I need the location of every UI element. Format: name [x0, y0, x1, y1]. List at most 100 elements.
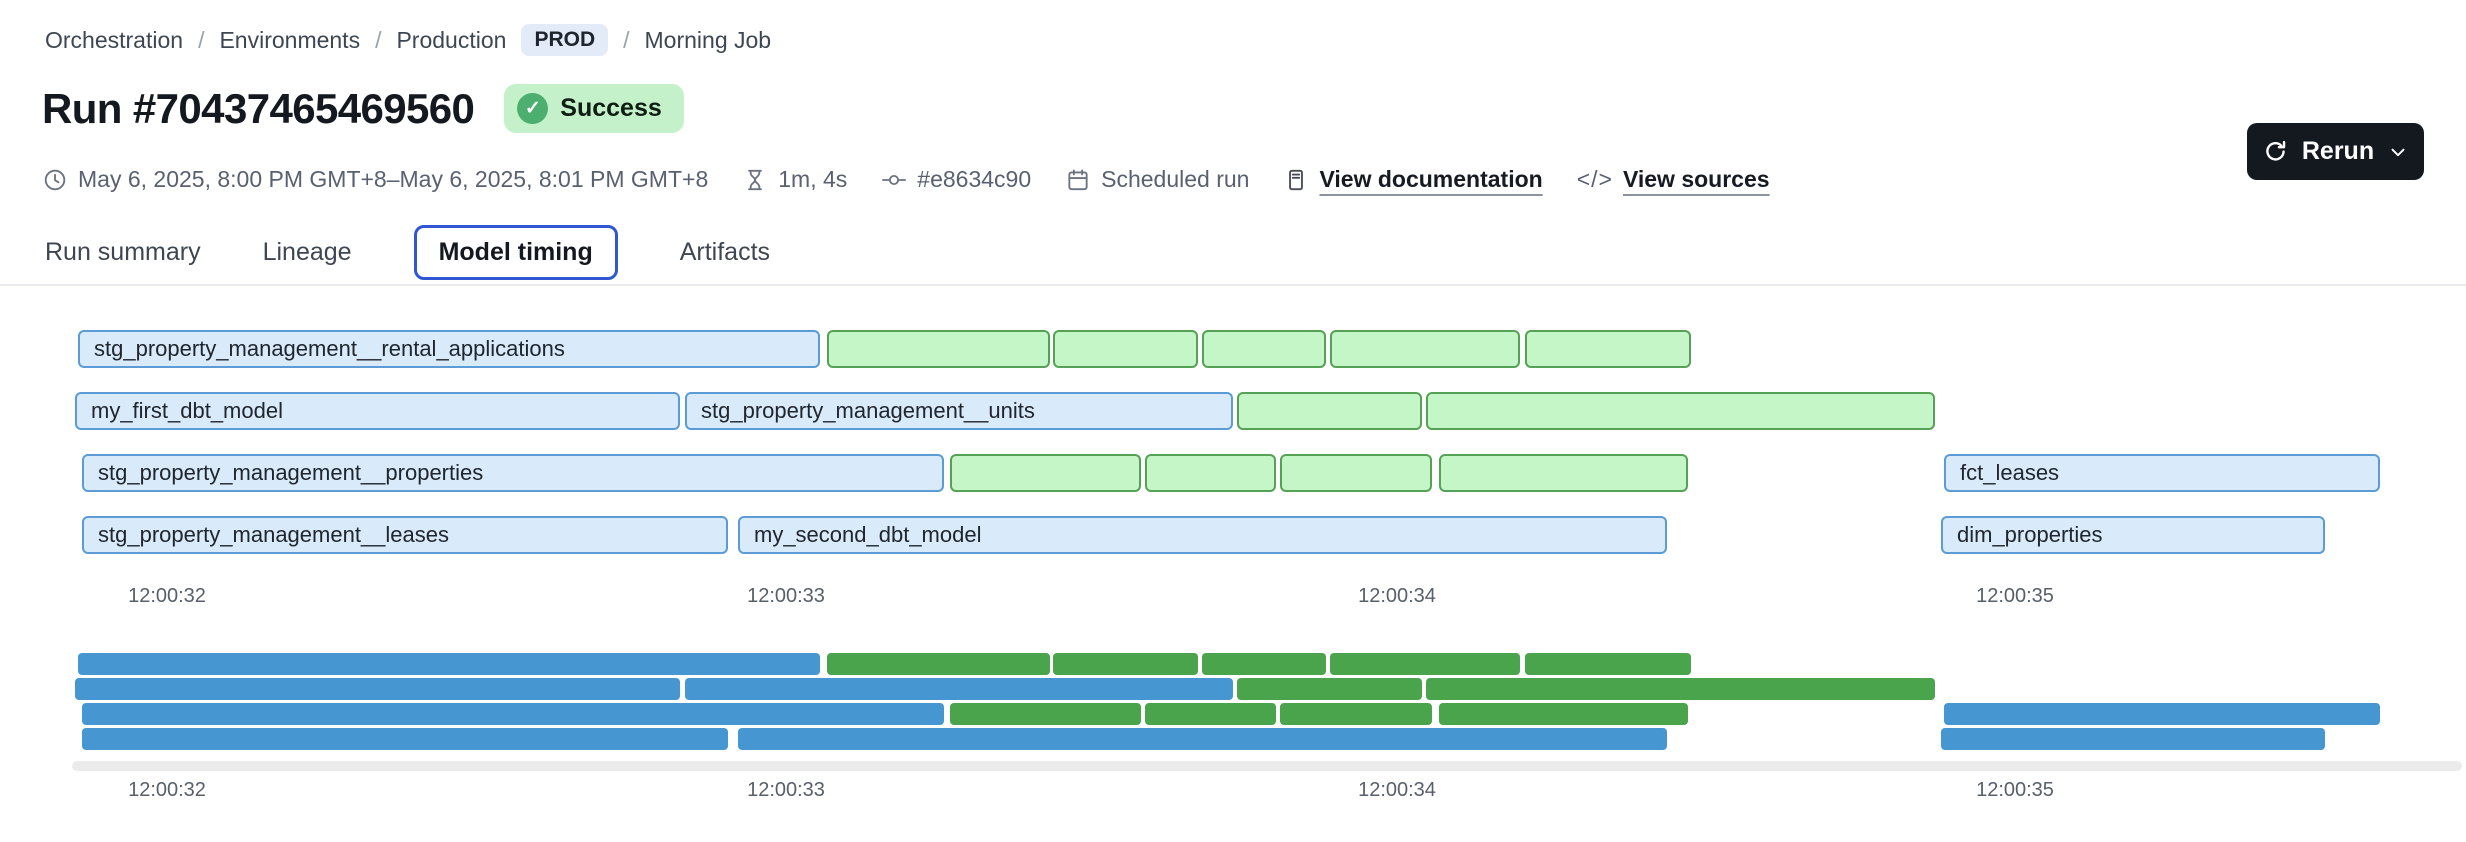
gantt-bar-label: fct_leases	[1960, 460, 2060, 485]
run-time-range: May 6, 2025, 8:00 PM GMT+8–May 6, 2025, …	[42, 166, 708, 193]
gantt-bar[interactable]	[1525, 330, 1691, 368]
view-sources-label: View sources	[1622, 166, 1770, 192]
breadcrumb: Orchestration / Environments / Productio…	[45, 24, 771, 56]
time-range-text: May 6, 2025, 8:00 PM GMT+8–May 6, 2025, …	[78, 166, 709, 192]
minimap-time-axis: 12:00:32 12:00:33 12:00:34 12:00:35	[0, 779, 2466, 803]
gantt-bar-my_second_dbt_model[interactable]: my_second_dbt_model	[738, 516, 1667, 554]
breadcrumb-separator: /	[623, 26, 630, 53]
gantt-bar-label: stg_property_management__properties	[98, 460, 484, 485]
gantt-bar[interactable]	[1439, 454, 1688, 492]
minimap-bar	[685, 678, 1233, 700]
time-tick-label: 12:00:32	[128, 779, 206, 801]
tab-model-timing[interactable]: Model timing	[413, 224, 618, 280]
gantt-bar[interactable]	[1426, 392, 1935, 430]
status-badge: ✓ Success	[504, 84, 684, 133]
breadcrumb-item-production[interactable]: Production	[396, 26, 507, 53]
time-tick-label: 12:00:34	[1358, 585, 1436, 607]
breadcrumb-separator: /	[198, 26, 205, 53]
chevron-down-icon	[2387, 141, 2409, 163]
gantt-bar-label: stg_property_management__rental_applicat…	[94, 336, 565, 361]
gantt-bar-dim_properties[interactable]: dim_properties	[1941, 516, 2325, 554]
gantt-chart: stg_property_management__rental_applicat…	[0, 330, 2466, 556]
code-icon: </>	[1576, 166, 1613, 192]
breadcrumb-item-environments[interactable]: Environments	[219, 26, 361, 53]
breadcrumb-separator: /	[375, 26, 382, 53]
gantt-bar[interactable]	[1237, 392, 1422, 430]
run-duration: 1m, 4s	[742, 166, 847, 193]
minimap-scroll-track[interactable]	[72, 761, 2462, 771]
minimap-bar	[1053, 653, 1198, 675]
minimap-bar	[827, 653, 1050, 675]
tab-artifacts[interactable]: Artifacts	[679, 237, 771, 266]
tab-divider	[0, 284, 2466, 286]
calendar-icon	[1065, 167, 1091, 193]
minimap-bar	[82, 703, 944, 725]
rerun-label: Rerun	[2301, 137, 2375, 165]
clock-icon	[42, 167, 68, 193]
time-tick-label: 12:00:35	[1976, 585, 2054, 607]
view-sources-link[interactable]: </> View sources	[1577, 166, 1770, 193]
gantt-bar[interactable]	[1330, 330, 1520, 368]
gantt-bar-my_first_dbt_model[interactable]: my_first_dbt_model	[75, 392, 680, 430]
minimap-bar	[1330, 653, 1520, 675]
run-commit: #e8634c90	[881, 166, 1031, 193]
hourglass-icon	[742, 167, 768, 193]
minimap-bar	[1525, 653, 1691, 675]
time-tick-label: 12:00:32	[128, 585, 206, 607]
minimap-bar	[1202, 653, 1326, 675]
gantt-bar-fct_leases[interactable]: fct_leases	[1944, 454, 2380, 492]
minimap-bar	[1439, 703, 1688, 725]
gantt-bar[interactable]	[1145, 454, 1276, 492]
page-title: Run #70437465469560	[42, 84, 475, 132]
minimap-bar	[78, 653, 820, 675]
gantt-bar-label: stg_property_management__leases	[98, 522, 450, 547]
view-documentation-link[interactable]: View documentation	[1283, 166, 1543, 193]
view-documentation-label: View documentation	[1319, 166, 1543, 192]
status-label: Success	[560, 94, 662, 122]
gantt-time-axis: 12:00:32 12:00:33 12:00:34 12:00:35	[0, 585, 2466, 609]
gantt-bar[interactable]	[827, 330, 1050, 368]
gantt-bar-stg_property_management__rental_applications[interactable]: stg_property_management__rental_applicat…	[78, 330, 820, 368]
gantt-bar[interactable]	[1202, 330, 1326, 368]
minimap-bar	[82, 728, 728, 750]
time-tick-label: 12:00:33	[747, 779, 825, 801]
run-meta-row: May 6, 2025, 8:00 PM GMT+8–May 6, 2025, …	[42, 166, 1770, 193]
trigger-text: Scheduled run	[1101, 166, 1250, 192]
minimap-bar	[75, 678, 680, 700]
run-trigger: Scheduled run	[1065, 166, 1249, 193]
breadcrumb-item-morning-job[interactable]: Morning Job	[644, 26, 772, 53]
gantt-minimap[interactable]	[0, 653, 2466, 753]
title-row: Run #70437465469560 ✓ Success	[42, 84, 684, 133]
rerun-button[interactable]: Rerun	[2247, 123, 2424, 180]
gantt-bar-stg_property_management__leases[interactable]: stg_property_management__leases	[82, 516, 728, 554]
commit-icon	[881, 167, 907, 193]
gantt-bar-label: stg_property_management__units	[701, 398, 1035, 423]
environment-badge: PROD	[521, 24, 609, 56]
gantt-bar-label: dim_properties	[1957, 522, 2103, 547]
tab-lineage[interactable]: Lineage	[262, 237, 352, 266]
refresh-icon	[2262, 138, 2289, 165]
duration-text: 1m, 4s	[778, 166, 848, 192]
time-tick-label: 12:00:33	[747, 585, 825, 607]
gantt-bar[interactable]	[950, 454, 1141, 492]
gantt-bar-label: my_second_dbt_model	[754, 522, 982, 547]
minimap-bar	[1280, 703, 1432, 725]
tab-bar: Run summary Lineage Model timing Artifac…	[45, 222, 770, 282]
minimap-bar	[1941, 728, 2325, 750]
minimap-bar	[950, 703, 1141, 725]
minimap-bar	[1426, 678, 1935, 700]
minimap-bar	[1237, 678, 1422, 700]
gantt-bar[interactable]	[1280, 454, 1432, 492]
gantt-bar[interactable]	[1053, 330, 1198, 368]
gantt-bar-stg_property_management__properties[interactable]: stg_property_management__properties	[82, 454, 944, 492]
commit-text: #e8634c90	[917, 166, 1032, 192]
gantt-bar-stg_property_management__units[interactable]: stg_property_management__units	[685, 392, 1233, 430]
time-tick-label: 12:00:34	[1358, 779, 1436, 801]
minimap-bar	[1145, 703, 1276, 725]
minimap-bar	[738, 728, 1667, 750]
success-check-icon: ✓	[517, 93, 549, 124]
tab-run-summary[interactable]: Run summary	[45, 237, 201, 266]
document-icon	[1283, 167, 1309, 193]
breadcrumb-item-orchestration[interactable]: Orchestration	[45, 26, 184, 53]
